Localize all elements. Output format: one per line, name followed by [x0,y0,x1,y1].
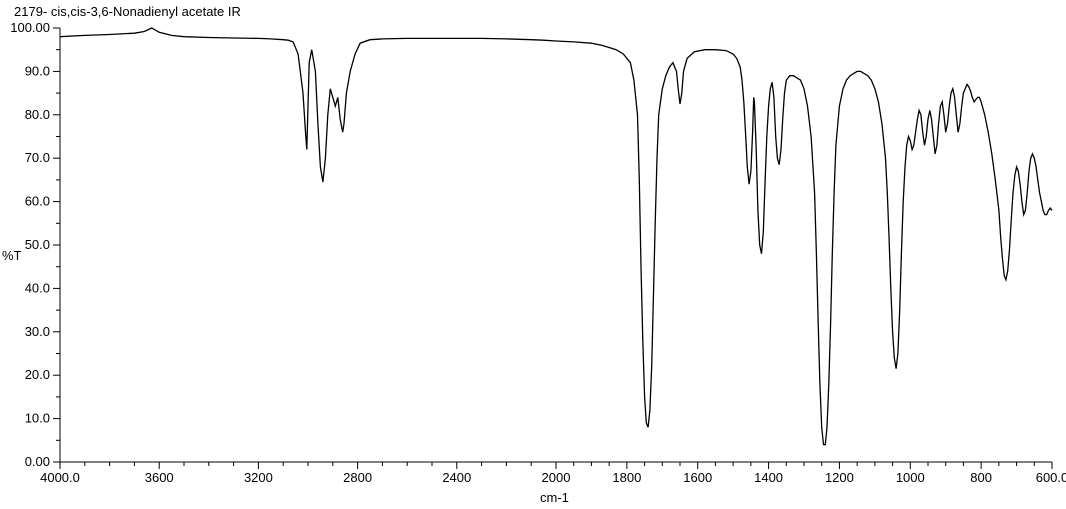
svg-text:70.0: 70.0 [25,150,50,165]
svg-text:10.0: 10.0 [25,411,50,426]
svg-text:30.0: 30.0 [25,324,50,339]
svg-text:2400: 2400 [442,470,471,485]
svg-text:2000: 2000 [542,470,571,485]
svg-text:2800: 2800 [343,470,372,485]
svg-text:20.0: 20.0 [25,367,50,382]
svg-text:100.00: 100.00 [10,20,50,35]
ir-spectrum-chart: 0.00 10.0 20.0 30.0 40.0 50.0 60.0 70.0 80.0 90.0… [0,0,1066,509]
svg-text:800: 800 [970,470,992,485]
svg-text:50.0: 50.0 [25,237,50,252]
svg-text:1000: 1000 [896,470,925,485]
spectrum-trace [60,28,1052,445]
svg-text:60.0: 60.0 [25,194,50,209]
svg-text:3600: 3600 [145,470,174,485]
svg-text:0.00: 0.00 [25,454,50,469]
svg-text:40.0: 40.0 [25,280,50,295]
svg-text:1600: 1600 [683,470,712,485]
svg-text:1400: 1400 [754,470,783,485]
svg-text:600.0: 600.0 [1036,470,1066,485]
svg-text:1200: 1200 [825,470,854,485]
svg-text:1800: 1800 [612,470,641,485]
svg-text:4000.0: 4000.0 [40,470,80,485]
svg-text:3200: 3200 [244,470,273,485]
svg-text:80.0: 80.0 [25,107,50,122]
svg-text:90.0: 90.0 [25,63,50,78]
